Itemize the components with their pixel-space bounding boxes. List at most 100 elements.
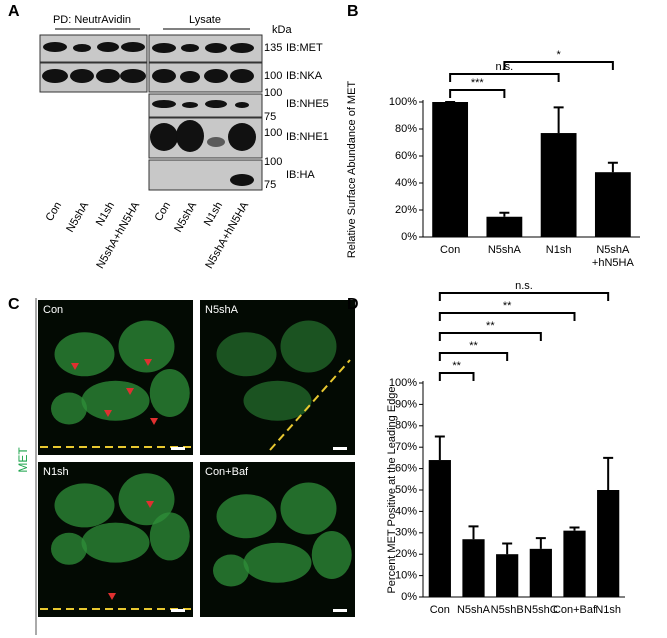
antibody-label: IB:NHE1	[286, 131, 329, 143]
cell	[118, 320, 175, 373]
image-label: Con	[43, 304, 63, 316]
error-bar	[468, 525, 479, 540]
panel-letter: B	[347, 3, 359, 20]
significance-bracket	[438, 292, 610, 301]
bar	[529, 548, 552, 597]
lane-label: Con	[153, 200, 173, 223]
scale-bar	[171, 447, 185, 450]
arrowhead	[104, 410, 112, 417]
panel-c: C MET	[8, 296, 37, 635]
significance-label: n.s.	[515, 280, 533, 292]
y-tick-label: 0%	[401, 231, 417, 243]
scale-bar	[333, 609, 347, 612]
significance-bracket	[503, 61, 614, 70]
significance-label: **	[469, 340, 478, 352]
arrowhead	[150, 418, 158, 425]
bar	[597, 490, 620, 597]
arrowhead	[126, 388, 134, 395]
significance-bracket	[449, 89, 506, 98]
error-bar	[535, 537, 546, 549]
x-tick-label: N5shA	[488, 244, 522, 256]
cell	[51, 392, 87, 425]
y-tick-label: 60%	[395, 150, 417, 162]
lane-label: N1sh	[94, 200, 117, 228]
panel-letter: D	[347, 296, 359, 313]
lane-label: N5shA	[172, 199, 199, 234]
arrowhead	[146, 501, 154, 508]
bar	[496, 554, 519, 597]
bar	[428, 460, 451, 597]
lane-label: N5shA	[64, 199, 91, 234]
cell	[213, 554, 249, 587]
cell	[243, 380, 312, 421]
significance-label: **	[503, 300, 512, 312]
significance-bracket	[438, 332, 542, 341]
arrowhead	[71, 363, 79, 370]
antibody-label: IB:NHE5	[286, 98, 329, 110]
cell	[81, 522, 150, 563]
y-tick-label: 20%	[395, 548, 417, 560]
x-tick-label: N1sh	[595, 604, 621, 616]
kda-marker: 100	[264, 70, 282, 82]
bar	[563, 530, 586, 597]
kda-marker: 75	[264, 111, 276, 123]
cell	[118, 473, 175, 526]
error-bar	[553, 106, 564, 134]
error-bar	[569, 526, 580, 531]
x-tick-label: Con+Baf	[553, 604, 597, 616]
x-tick-label: N5shC	[524, 604, 558, 616]
y-tick-label: 30%	[395, 527, 417, 539]
kda-marker: 135	[264, 42, 282, 54]
error-bar	[603, 456, 614, 490]
y-tick-label: 70%	[395, 441, 417, 453]
y-tick-label: 0%	[401, 591, 417, 603]
cell	[149, 512, 190, 561]
lane-label: N1sh	[202, 200, 225, 228]
significance-label: **	[452, 360, 461, 372]
significance-label: **	[486, 320, 495, 332]
y-tick-label: 20%	[395, 204, 417, 216]
cell	[280, 320, 337, 373]
cell	[54, 332, 115, 377]
error-bar	[607, 161, 618, 173]
cell	[149, 369, 190, 417]
x-tick-label: N1sh	[546, 244, 572, 256]
pulldown-label: PD: NeutrAvidin	[53, 14, 131, 26]
scale-bar	[171, 609, 185, 612]
bar	[594, 172, 631, 237]
significance-bracket	[438, 372, 475, 381]
lysate-label: Lysate	[189, 14, 221, 26]
lane-label: Con	[44, 200, 64, 223]
y-tick-label: 100%	[389, 377, 417, 389]
error-bar	[434, 435, 445, 461]
significance-label: *	[556, 49, 561, 61]
significance-bracket	[438, 312, 576, 321]
kda-marker: 100	[264, 127, 282, 139]
x-tick-label: N5shA	[457, 604, 491, 616]
y-tick-label: 80%	[395, 420, 417, 432]
edge-line	[269, 359, 351, 451]
kda-marker: 100	[264, 156, 282, 168]
cell	[243, 542, 312, 583]
y-tick-label: 50%	[395, 484, 417, 496]
x-tick-label: Con	[440, 244, 460, 256]
y-tick-label: 60%	[395, 463, 417, 475]
bar	[486, 216, 523, 237]
image-label: N1sh	[43, 466, 69, 478]
panel-letter: C	[8, 296, 20, 313]
arrowhead	[144, 359, 152, 366]
cell	[81, 380, 150, 421]
x-tick-label: N5shA +hN5HA	[592, 244, 635, 269]
cell	[216, 494, 277, 539]
significance-bracket	[438, 352, 509, 361]
significance-label: ***	[471, 77, 485, 89]
cell	[216, 332, 277, 377]
cell	[311, 531, 352, 579]
y-tick-label: 90%	[395, 398, 417, 410]
kda-marker: 100	[264, 87, 282, 99]
y-tick-label: 100%	[389, 96, 417, 108]
bar	[540, 133, 577, 237]
y-axis-label: Relative Surface Abundance of MET	[346, 81, 358, 259]
kda-marker: 75	[264, 179, 276, 191]
